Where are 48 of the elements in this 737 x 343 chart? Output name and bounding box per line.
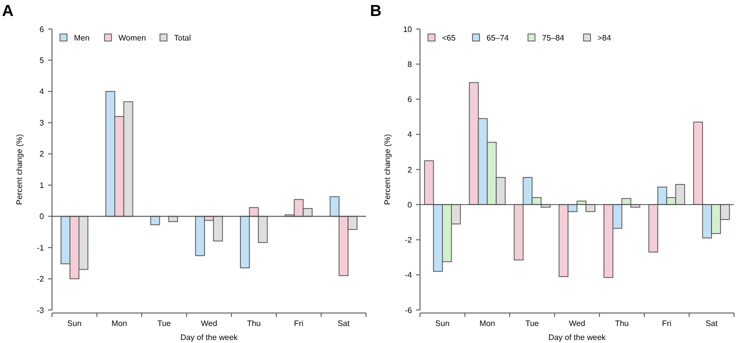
x-tick-label: Wed xyxy=(200,319,218,328)
y-tick-label: 6 xyxy=(408,95,413,104)
x-tick-label: Thu xyxy=(614,319,629,328)
y-tick-label: 2 xyxy=(408,165,413,174)
x-tick-label: Mon xyxy=(480,319,496,328)
legend-label: 75–84 xyxy=(542,34,565,42)
x-tick-label: Tue xyxy=(525,319,540,328)
y-tick-label: 4 xyxy=(40,87,45,96)
y-tick-label: 6 xyxy=(40,24,45,34)
x-tick-label: Sat xyxy=(338,319,350,328)
x-tick-label: Fri xyxy=(662,319,672,328)
chart-title: B xyxy=(370,3,382,20)
y-tick-label: 2 xyxy=(40,150,45,159)
legend-label: Total xyxy=(174,34,192,42)
chart-title: A xyxy=(2,3,14,20)
x-tick-label: Wed xyxy=(568,319,586,328)
y-tick-label: 8 xyxy=(408,60,413,69)
y-tick-label: 3 xyxy=(40,118,45,128)
legend-label: 65–74 xyxy=(486,34,510,42)
y-axis-title: Percent change (%) xyxy=(15,134,24,205)
y-tick-label: 0 xyxy=(408,200,413,210)
x-tick-label: Sun xyxy=(435,319,450,328)
y-tick-label: 1 xyxy=(40,180,45,190)
x-axis-title: Day of the week xyxy=(180,333,239,342)
x-tick-label: Mon xyxy=(112,319,128,328)
x-tick-label: Sun xyxy=(67,319,82,328)
legend-label: Women xyxy=(118,34,146,42)
y-tick-label: -6 xyxy=(404,306,413,315)
legend-label: >84 xyxy=(598,34,612,42)
y-tick-label: 0 xyxy=(40,212,45,222)
x-tick-label: Tue xyxy=(157,319,172,328)
y-tick-label: -2 xyxy=(404,236,413,245)
y-tick-label: -1 xyxy=(36,243,45,252)
bar xyxy=(150,216,160,226)
x-tick-label: Sat xyxy=(706,319,718,328)
x-tick-label: Thu xyxy=(246,319,261,328)
y-tick-label: 4 xyxy=(408,130,413,140)
y-tick-label: -3 xyxy=(36,306,45,315)
y-tick-label: -2 xyxy=(36,274,45,284)
legend-label: Men xyxy=(74,34,90,42)
bar xyxy=(168,216,178,222)
legend-label: <65 xyxy=(442,34,456,42)
y-tick-label: -4 xyxy=(404,270,413,280)
y-axis-title: Percent change (%) xyxy=(383,134,392,205)
y-tick-label: 10 xyxy=(403,24,413,34)
y-tick-label: 5 xyxy=(40,56,45,66)
x-tick-label: Fri xyxy=(294,319,304,328)
x-axis-title: Day of the week xyxy=(548,333,607,342)
